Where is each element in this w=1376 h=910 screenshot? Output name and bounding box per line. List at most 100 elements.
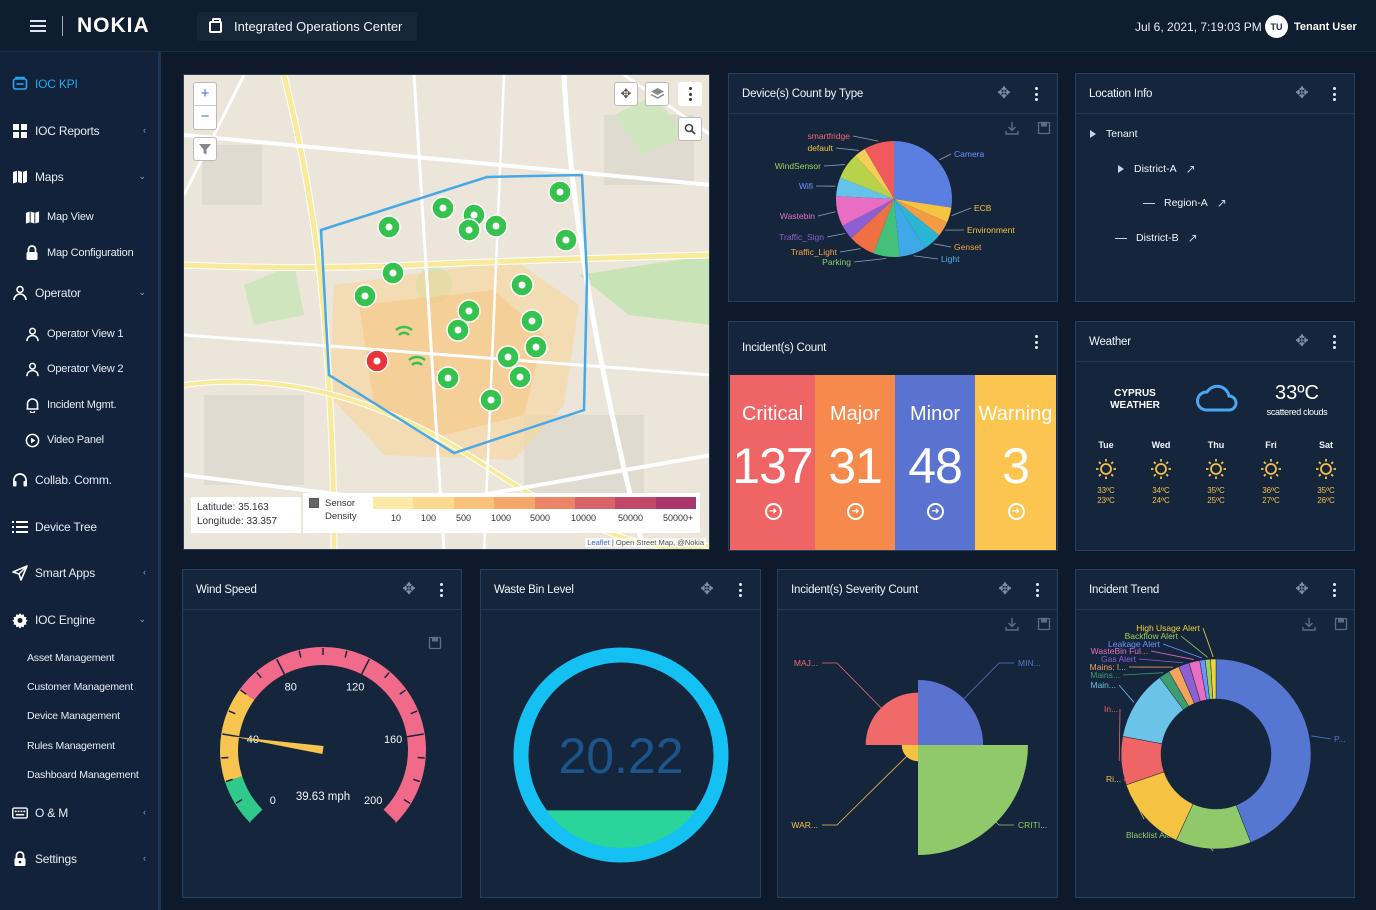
sidebar-item-map-view[interactable]: Map View: [0, 202, 158, 232]
top-bar: NOKIA Integrated Operations Center Jul 6…: [0, 0, 1376, 52]
pie-slice[interactable]: [864, 141, 894, 199]
pie-slice[interactable]: [851, 199, 894, 254]
avatar[interactable]: TU: [1265, 15, 1288, 38]
sidebar-item-device-tree[interactable]: Device Tree: [0, 512, 158, 542]
sidebar-item-device-management[interactable]: Device Management: [27, 710, 120, 722]
external-link-icon[interactable]: ↗: [1216, 196, 1227, 210]
tree-node-district-b[interactable]: District-B ↗: [1115, 231, 1198, 245]
pie-slice[interactable]: [894, 199, 925, 257]
forecast-day: Sat 35ºC 26ºC: [1306, 440, 1346, 506]
sidebar-item-video-panel[interactable]: Video Panel: [0, 425, 158, 455]
sidebar-item-operator[interactable]: Operator ⌄: [0, 278, 158, 308]
move-icon[interactable]: ✥: [700, 581, 714, 598]
kebab-icon[interactable]: [437, 583, 445, 597]
map-options-button[interactable]: [678, 82, 702, 106]
tree-node-tenant[interactable]: Tenant: [1090, 128, 1138, 140]
incident-major-tile[interactable]: Major 31 ➜: [815, 375, 895, 550]
kebab-icon[interactable]: [736, 583, 744, 597]
kebab-icon[interactable]: [1032, 87, 1040, 101]
sidebar-item-ioc-reports[interactable]: IOC Reports ‹: [0, 116, 158, 146]
pie-label: Traffic_Light: [791, 247, 838, 257]
sidebar-item-ioc-kpi[interactable]: IOC KPI: [0, 69, 158, 99]
download-icon[interactable]: [1302, 617, 1316, 631]
datetime: Jul 6, 2021, 7:19:03 PM: [1135, 20, 1262, 34]
kebab-icon[interactable]: [1033, 583, 1041, 597]
download-icon[interactable]: [1005, 121, 1019, 135]
pie-slice[interactable]: [855, 148, 894, 199]
tree-node-district-a[interactable]: District-A ↗: [1118, 162, 1196, 176]
pie-slice[interactable]: [836, 177, 894, 199]
sidebar-item-settings[interactable]: Settings ‹: [0, 844, 158, 874]
city-map[interactable]: + − ✥ Latitude: 35.163 Longitude: 33.357…: [183, 74, 710, 550]
filter-button[interactable]: [193, 137, 217, 161]
download-icon[interactable]: [1005, 617, 1019, 631]
pie-slice[interactable]: [894, 199, 940, 249]
sidebar-item-incident-mgmt[interactable]: Incident Mgmt.: [0, 390, 158, 420]
incident-critical-tile[interactable]: Critical 137 ➜: [730, 375, 815, 550]
panel-title: Weather: [1089, 336, 1131, 348]
sidebar-item-ioc-engine[interactable]: IOC Engine ⌄: [0, 605, 158, 635]
kebab-icon[interactable]: [1330, 583, 1338, 597]
sidebar-item-asset-management[interactable]: Asset Management: [27, 652, 115, 664]
pie-leader-line: [939, 153, 952, 161]
tree-node-region-a[interactable]: Region-A ↗: [1143, 196, 1227, 210]
chevron-left-icon: ‹: [143, 807, 146, 817]
pie-slice[interactable]: [836, 196, 894, 226]
kebab-icon[interactable]: [1330, 87, 1338, 101]
save-icon[interactable]: [1037, 121, 1051, 135]
sidebar-item-dashboard-management[interactable]: Dashboard Management: [27, 769, 139, 781]
leaflet-link[interactable]: Leaflet: [587, 538, 610, 547]
gauge-tick: [413, 778, 421, 783]
sidebar-item-smart-apps[interactable]: Smart Apps ‹: [0, 558, 158, 588]
move-icon[interactable]: ✥: [1295, 333, 1309, 350]
pie-slice[interactable]: [894, 141, 952, 208]
sidebar-item-maps[interactable]: Maps ⌄: [0, 162, 158, 192]
move-icon[interactable]: ✥: [1295, 581, 1309, 598]
pie-leader-line: [913, 255, 939, 260]
sidebar-item-rules-management[interactable]: Rules Management: [27, 740, 115, 752]
donut-slice[interactable]: [1210, 658, 1217, 700]
weather-location: CYPRUS WEATHER: [1110, 388, 1160, 411]
pie-slice[interactable]: [842, 199, 894, 239]
save-icon[interactable]: [428, 636, 442, 650]
move-icon[interactable]: ✥: [402, 581, 416, 598]
arrow-right-icon[interactable]: ➜: [764, 503, 782, 520]
pie-slice[interactable]: [840, 155, 894, 199]
sidebar-item-operator-view-1[interactable]: Operator View 1: [0, 319, 158, 349]
sensor-density-checkbox[interactable]: [309, 498, 319, 508]
menu-icon[interactable]: [30, 20, 46, 32]
save-icon[interactable]: [1037, 617, 1051, 631]
gauge-tick-label: 160: [384, 734, 402, 746]
layers-button[interactable]: [645, 82, 669, 106]
sidebar-item-map-configuration[interactable]: Map Configuration: [0, 238, 158, 268]
donut-slice[interactable]: [1215, 658, 1312, 843]
sidebar-item-collab-comm[interactable]: Collab. Comm.: [0, 465, 158, 495]
zoom-out-button[interactable]: −: [200, 108, 210, 125]
pan-button[interactable]: ✥: [614, 82, 638, 106]
external-link-icon[interactable]: ↗: [1187, 231, 1198, 245]
app-selector[interactable]: Integrated Operations Center: [197, 12, 417, 41]
gauge-tick: [250, 809, 264, 823]
map-search-button[interactable]: [678, 117, 702, 141]
incident-minor-tile[interactable]: Minor 48 ➜: [895, 375, 975, 550]
rose-leader-line: [822, 662, 893, 720]
sidebar-item-operator-view-2[interactable]: Operator View 2: [0, 354, 158, 384]
save-icon[interactable]: [1334, 617, 1348, 631]
pie-slice[interactable]: [894, 199, 948, 236]
arrow-right-icon[interactable]: ➜: [927, 503, 944, 520]
kebab-icon[interactable]: [1330, 335, 1338, 349]
zoom-in-button[interactable]: +: [194, 83, 216, 106]
user-name[interactable]: Tenant User: [1294, 21, 1357, 33]
pie-slice[interactable]: [894, 199, 952, 223]
arrow-right-icon[interactable]: ➜: [1007, 503, 1025, 520]
move-icon[interactable]: ✥: [1295, 85, 1309, 102]
move-icon[interactable]: ✥: [997, 85, 1011, 102]
arrow-right-icon[interactable]: ➜: [847, 503, 864, 520]
incident-warning-tile[interactable]: Warning 3 ➜: [975, 375, 1056, 550]
move-icon[interactable]: ✥: [998, 581, 1012, 598]
external-link-icon[interactable]: ↗: [1185, 162, 1196, 176]
pie-slice[interactable]: [873, 199, 900, 257]
kebab-icon[interactable]: [1032, 335, 1040, 349]
sidebar-item-customer-management[interactable]: Customer Management: [27, 681, 133, 693]
sidebar-item-o-and-m[interactable]: O & M ‹: [0, 798, 158, 828]
